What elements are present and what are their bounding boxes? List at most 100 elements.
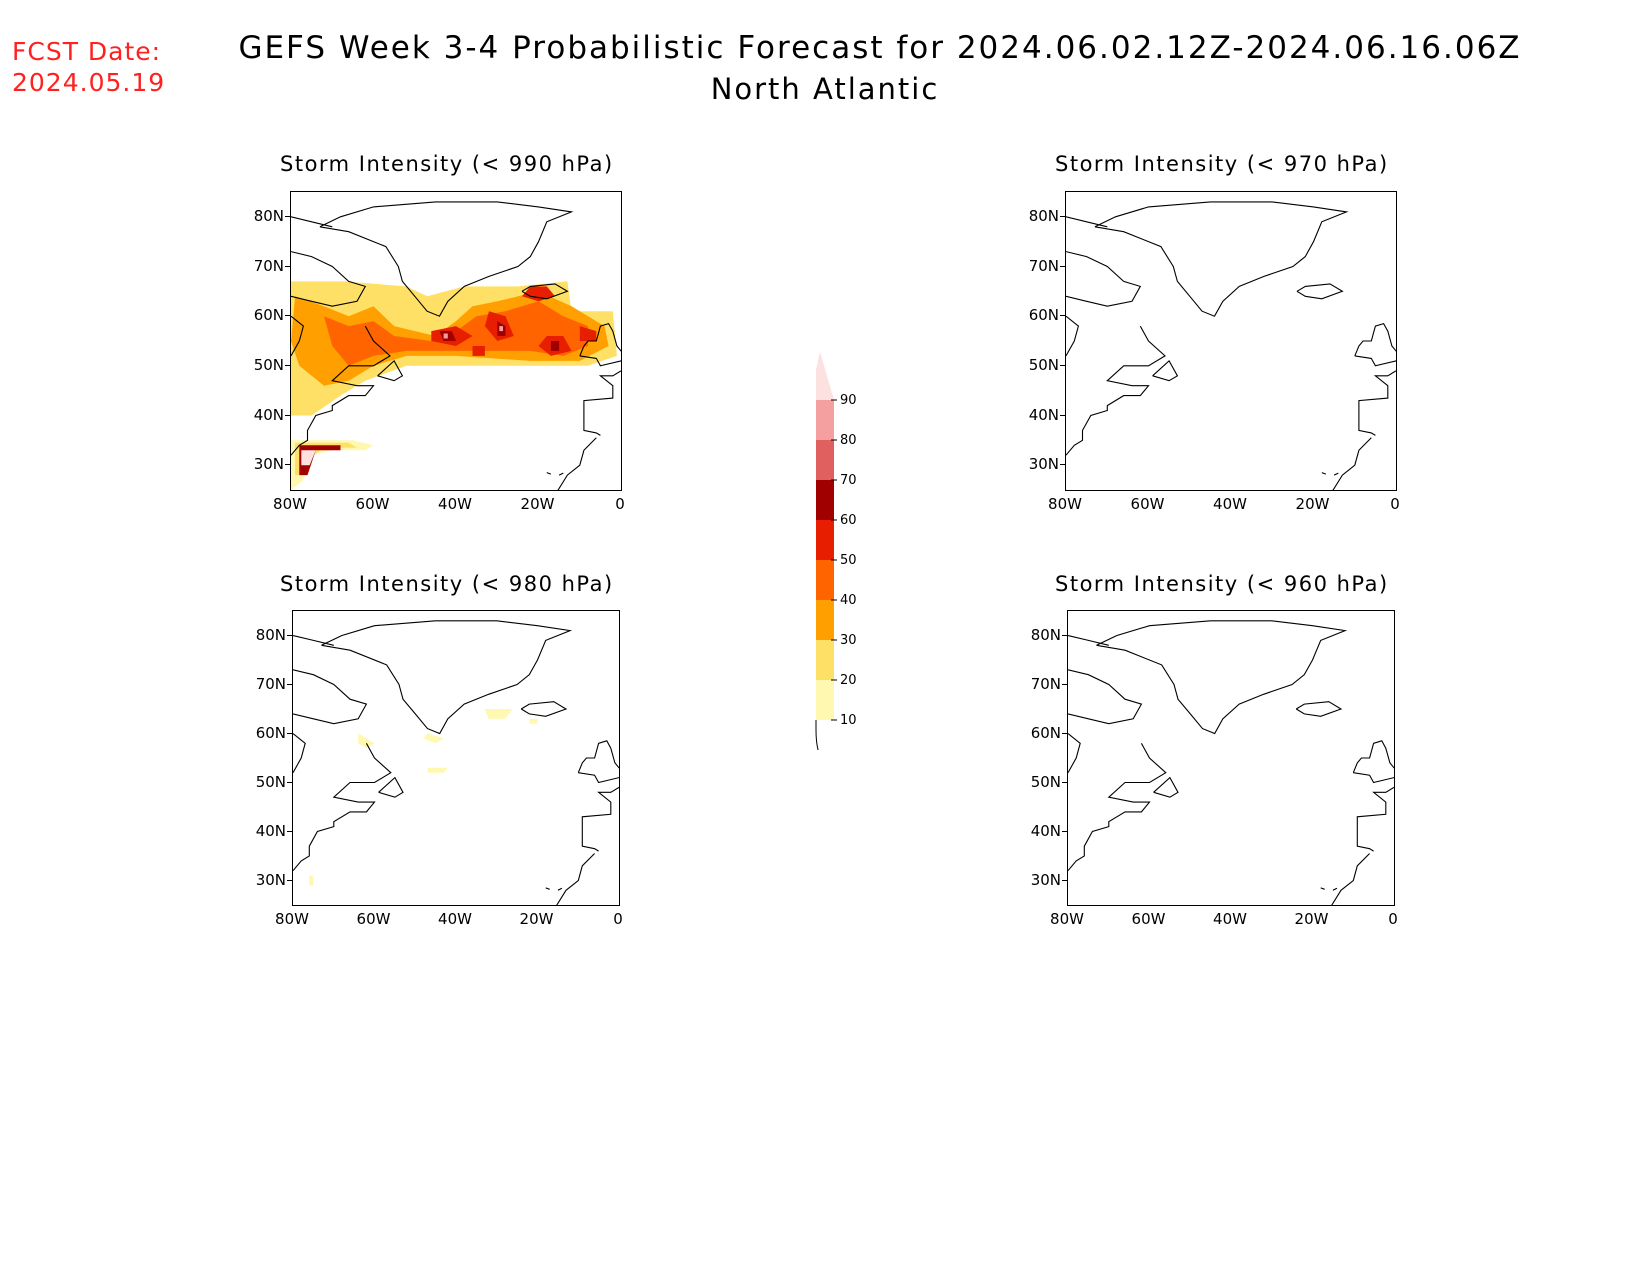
lat-tick	[285, 315, 291, 317]
coastline	[1352, 740, 1394, 784]
coastline	[579, 322, 621, 367]
lat-tick-label: 30N	[1030, 870, 1061, 889]
lon-tick-label: 20W	[1295, 495, 1330, 513]
coastline	[378, 776, 404, 798]
coastline	[1068, 669, 1143, 725]
map-990	[290, 191, 622, 491]
coastline	[1358, 370, 1396, 436]
main-title: GEFS Week 3-4 Probabilistic Forecast for…	[238, 30, 1522, 66]
fcst-label: FCST Date:	[12, 37, 162, 66]
lat-tick-label: 30N	[255, 870, 286, 889]
colorbar-segment-70	[816, 440, 834, 480]
lon-tick-label: 0	[1390, 495, 1400, 513]
coastline	[583, 370, 621, 436]
probability-contour-80	[443, 333, 448, 339]
lat-tick-label: 80N	[255, 625, 286, 644]
panel-title: Storm Intensity (< 980 hPa)	[280, 572, 614, 596]
lat-tick-label: 50N	[1030, 772, 1061, 791]
colorbar-label: 40	[840, 593, 857, 608]
coastline	[545, 887, 550, 890]
lon-tick-label: 40W	[1213, 910, 1247, 928]
lon-tick-label: 60W	[1130, 495, 1165, 513]
coastline	[291, 216, 333, 228]
coastline	[293, 669, 368, 725]
coastline	[521, 283, 569, 300]
lon-tick-label: 0	[613, 910, 623, 928]
lat-tick-label: 80N	[1030, 625, 1061, 644]
coastline	[1321, 472, 1327, 475]
lat-tick	[287, 879, 293, 881]
colorbar-segment-90	[816, 352, 834, 400]
probability-contour-10	[358, 733, 375, 749]
lat-tick-label: 70N	[1028, 256, 1059, 275]
probability-contour-10	[427, 767, 448, 773]
coastline	[1153, 776, 1179, 798]
probability-contour-10	[529, 718, 538, 724]
coastline	[291, 325, 391, 456]
lon-tick-label: 80W	[1048, 495, 1082, 513]
coastline	[1354, 322, 1396, 367]
colorbar-label: 20	[840, 673, 857, 688]
subtitle: North Atlantic	[710, 72, 940, 106]
coastline	[1068, 743, 1167, 872]
forecast-date-label: FCST Date: 2024.05.19	[12, 36, 165, 98]
lat-tick-label: 40N	[1028, 405, 1059, 424]
colorbar-segment-20	[816, 640, 834, 680]
lon-tick-label: 60W	[355, 495, 390, 513]
coastline	[556, 853, 595, 905]
coastline	[1066, 251, 1142, 307]
map-970	[1065, 191, 1397, 491]
lat-tick-label: 70N	[255, 674, 286, 693]
coastline	[1066, 325, 1166, 456]
lon-tick-label: 80W	[275, 910, 309, 928]
coastline	[557, 887, 563, 891]
coastline	[577, 740, 619, 784]
lon-tick-label: 0	[615, 495, 625, 513]
coastline	[1152, 360, 1179, 382]
page-title: GEFS Week 3-4 Probabilistic Forecast for…	[0, 30, 1650, 106]
lat-tick	[1062, 732, 1068, 734]
coastline	[1295, 701, 1343, 717]
lon-tick-label: 40W	[1213, 495, 1247, 513]
lat-tick-label: 80N	[253, 206, 284, 225]
probability-contour-10	[484, 709, 514, 719]
colorbar-label: 60	[840, 513, 857, 528]
lat-tick-label: 50N	[253, 355, 284, 374]
probability-contour-50	[579, 326, 597, 341]
lon-tick-label: 60W	[1131, 910, 1166, 928]
lat-tick	[1060, 215, 1066, 217]
coastline	[1068, 733, 1081, 773]
lat-tick	[1060, 364, 1066, 366]
lon-tick-label: 20W	[1294, 910, 1329, 928]
lon-tick-label: 20W	[519, 910, 554, 928]
lat-tick-label: 50N	[255, 772, 286, 791]
colorbar-svg: 10 20 30 40 50 60 70 80 90	[815, 352, 857, 761]
lat-tick	[1062, 879, 1068, 881]
lon-tick-label: 0	[1388, 910, 1398, 928]
colorbar-label: 10	[840, 713, 857, 728]
probability-contour-10	[423, 733, 444, 744]
lat-tick-label: 60N	[253, 306, 284, 325]
lat-tick-label: 40N	[1030, 821, 1061, 840]
lon-tick-label: 40W	[438, 910, 472, 928]
coastline	[1331, 853, 1370, 905]
coastline	[520, 701, 568, 717]
lon-tick-label: 20W	[520, 495, 555, 513]
coastline	[319, 201, 574, 317]
probability-contour-90	[301, 450, 316, 466]
probability-contour-80	[499, 326, 503, 332]
lat-tick-label: 70N	[253, 256, 284, 275]
coastline	[558, 472, 564, 476]
colorbar-segment-30	[816, 600, 834, 640]
coastline	[293, 733, 306, 773]
panel-title: Storm Intensity (< 990 hPa)	[280, 152, 614, 176]
lat-tick-label: 30N	[253, 455, 284, 474]
map-960	[1067, 610, 1395, 906]
lat-tick	[1062, 683, 1068, 685]
coastline	[546, 472, 552, 475]
map-canvas	[1068, 620, 1394, 905]
probability-contour-10	[309, 875, 314, 886]
lon-tick-label: 80W	[1050, 910, 1084, 928]
colorbar: 10 20 30 40 50 60 70 80 90	[800, 330, 860, 761]
map-canvas	[293, 620, 619, 905]
